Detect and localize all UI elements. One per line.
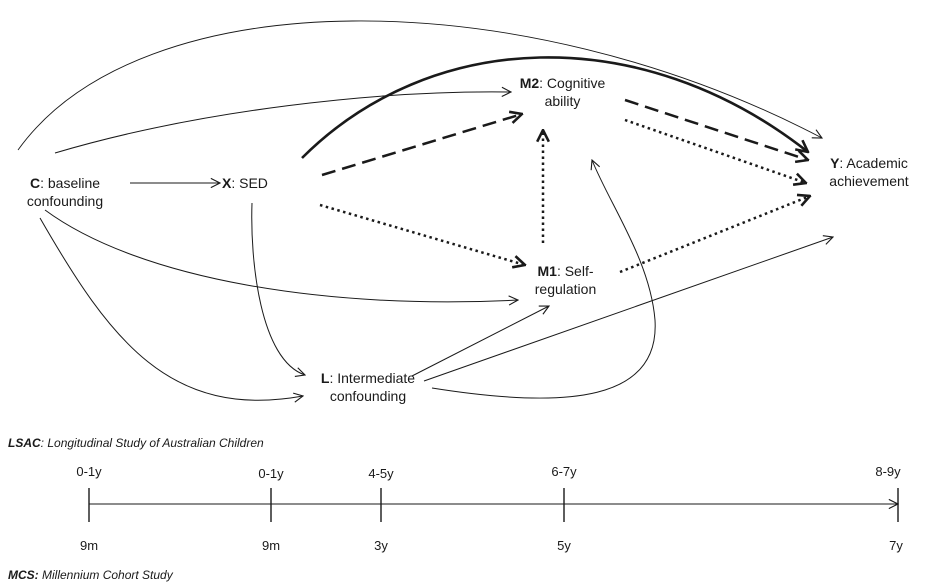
node-l-label-line2: confounding (329, 388, 407, 404)
node-x-symbol: X (222, 175, 232, 191)
arrow-l-to-y (423, 237, 833, 382)
mcs-abbrev: MCS: (8, 568, 39, 582)
node-y-academic-achievement: Y: Academic achievement (812, 154, 926, 190)
arrow-x-to-m1-dotted (319, 203, 525, 265)
mcs-caption: MCS: Millennium Cohort Study (8, 568, 173, 582)
node-x-sed: X: SED (222, 174, 302, 192)
node-m1-label-line2: regulation (534, 281, 597, 297)
node-m2-label-line2: ability (544, 93, 581, 109)
arrow-m1-to-y-dotted (619, 196, 810, 274)
node-y-symbol: Y (830, 155, 840, 171)
timeline-bottom-label: 9m (79, 538, 99, 553)
node-l-label: : Intermediate (329, 370, 416, 386)
node-m1-self-regulation: M1: Self- regulation (523, 262, 608, 298)
node-m1-symbol: M1 (537, 263, 557, 279)
node-c-label: : baseline (40, 175, 101, 191)
timeline-bottom-label: 3y (374, 538, 388, 553)
arrow-l-to-m2 (431, 160, 656, 399)
timeline-top-label: 4-5y (368, 466, 394, 481)
node-c-baseline-confounding: C: baseline confounding (10, 174, 120, 210)
arrow-x-to-y-direct (301, 56, 808, 159)
timeline-bottom-label: 5y (557, 538, 571, 553)
timeline-bottom-label: 7y (889, 538, 903, 553)
lsac-abbrev: LSAC (8, 436, 41, 450)
node-l-symbol: L (320, 370, 330, 386)
node-c-symbol: C (29, 175, 41, 191)
mcs-full-name: Millennium Cohort Study (38, 568, 173, 582)
timeline-top-label: 0-1y (258, 466, 284, 481)
node-m2-label: : Cognitive (539, 75, 606, 91)
node-m1-label: : Self- (556, 263, 594, 279)
timeline-top-label: 8-9y (875, 464, 901, 479)
arrow-m2-to-y-dashed (624, 98, 808, 160)
arrow-l-to-m1 (411, 306, 549, 377)
arrow-c-to-l (39, 217, 303, 400)
lsac-full-name: : Longitudinal Study of Australian Child… (40, 436, 264, 450)
arrow-c-to-y-top (17, 20, 822, 151)
lsac-caption: LSAC: Longitudinal Study of Australian C… (8, 436, 264, 450)
timeline-bottom-label: 9m (261, 538, 281, 553)
node-c-label-line2: confounding (26, 193, 104, 209)
node-x-label: : SED (231, 175, 268, 191)
node-l-intermediate-confounding: L: Intermediate confounding (308, 369, 428, 405)
arrow-x-to-m2-dashed (321, 114, 522, 177)
timeline-top-label: 6-7y (551, 464, 577, 479)
arrow-x-to-l (251, 202, 305, 375)
node-m2-cognitive-ability: M2: Cognitive ability (505, 74, 620, 110)
node-m2-symbol: M2 (519, 75, 540, 91)
arrow-c-to-m1 (44, 209, 518, 302)
arrow-m2-to-y-dotted (624, 118, 806, 183)
arrow-c-to-m2 (54, 92, 511, 154)
timeline-top-label: 0-1y (76, 464, 102, 479)
node-y-label: : Academic (839, 155, 908, 171)
node-y-label-line2: achievement (829, 173, 909, 189)
